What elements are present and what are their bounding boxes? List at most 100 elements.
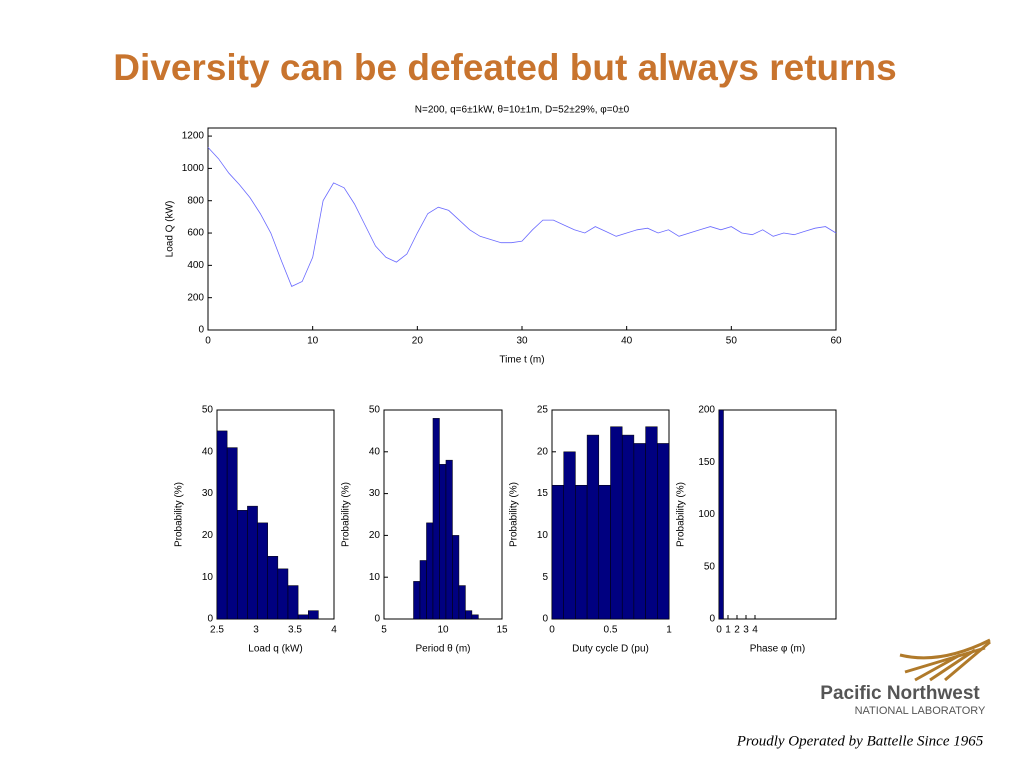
hist-bar — [267, 556, 279, 620]
y-tick-label: 0 — [709, 614, 715, 625]
x-tick-label: 2.5 — [210, 625, 224, 636]
x-tick-label: 30 — [516, 336, 528, 347]
y-axis-label: Load Q (kW) — [165, 201, 176, 258]
hist-bar — [610, 426, 623, 620]
x-tick-label: 0 — [205, 336, 211, 347]
hist-bar — [308, 610, 319, 620]
x-tick-label: 40 — [621, 336, 633, 347]
y-tick-label: 0 — [207, 614, 213, 625]
hist-bar — [237, 510, 248, 620]
x-tick-label: 5 — [381, 625, 387, 636]
y-tick-label: 20 — [202, 530, 214, 541]
hist-bar — [598, 484, 611, 620]
hist-bar — [247, 505, 258, 620]
y-tick-label: 50 — [369, 405, 381, 416]
x-tick-label: 0 — [549, 625, 555, 636]
y-tick-label: 400 — [187, 260, 204, 271]
hist-bar — [657, 443, 670, 620]
plot-area — [718, 409, 837, 620]
y-tick-label: 0 — [374, 614, 380, 625]
y-tick-label: 10 — [202, 572, 214, 583]
x-axis-label: Duty cycle D (pu) — [572, 644, 649, 655]
y-tick-label: 20 — [369, 530, 381, 541]
hist-bar — [257, 522, 268, 620]
hist-bar — [445, 459, 453, 620]
y-axis-label: Probability (%) — [676, 482, 687, 547]
hist-bar — [575, 484, 588, 620]
load-line — [207, 147, 837, 287]
x-tick-label: 2 — [734, 625, 740, 636]
hist-bar — [621, 434, 635, 620]
x-tick-label: 4 — [752, 625, 758, 636]
hist-bar — [645, 426, 658, 620]
hist-bar — [633, 443, 646, 620]
hist-bar — [226, 447, 238, 620]
x-axis-label: Period θ (m) — [415, 644, 470, 655]
y-tick-label: 30 — [202, 488, 214, 499]
y-tick-label: 200 — [698, 405, 715, 416]
x-tick-label: 10 — [437, 625, 449, 636]
y-tick-label: 50 — [704, 561, 716, 572]
hist-bar — [458, 585, 466, 620]
hist-bar — [439, 464, 447, 620]
y-tick-label: 50 — [202, 405, 214, 416]
y-tick-label: 10 — [369, 572, 381, 583]
y-tick-label: 25 — [537, 405, 549, 416]
x-tick-label: 60 — [830, 336, 842, 347]
hist-bar — [471, 614, 479, 620]
hist-bar — [426, 522, 434, 620]
x-tick-label: 20 — [412, 336, 424, 347]
y-tick-label: 30 — [369, 488, 381, 499]
hist-bar — [551, 484, 564, 620]
y-tick-label: 200 — [187, 292, 204, 303]
y-tick-label: 40 — [202, 446, 214, 457]
hist-bar — [452, 535, 460, 620]
x-tick-label: 1 — [666, 625, 672, 636]
logo-tagline: Proudly Operated by Battelle Since 1965 — [736, 733, 984, 749]
hist-bar — [216, 430, 228, 620]
y-tick-label: 5 — [542, 572, 548, 583]
y-tick-label: 40 — [369, 446, 381, 457]
x-tick-label: 4 — [331, 625, 337, 636]
y-axis-label: Probability (%) — [174, 482, 185, 547]
y-tick-label: 20 — [537, 446, 549, 457]
y-tick-label: 1000 — [182, 163, 205, 174]
logo-mark — [899, 638, 991, 682]
hist-bar — [413, 581, 421, 620]
hist-bar — [419, 560, 427, 620]
x-tick-label: 3.5 — [288, 625, 302, 636]
plot-area — [207, 127, 837, 331]
y-tick-label: 0 — [198, 325, 204, 336]
x-axis-label: Load q (kW) — [248, 644, 302, 655]
y-axis-label: Probability (%) — [509, 482, 520, 547]
x-tick-label: 3 — [253, 625, 259, 636]
y-tick-label: 600 — [187, 228, 204, 239]
hist-bar — [432, 418, 440, 620]
y-tick-label: 0 — [542, 614, 548, 625]
y-tick-label: 10 — [537, 530, 549, 541]
y-tick-label: 800 — [187, 195, 204, 206]
y-tick-label: 15 — [537, 488, 549, 499]
hist-bar — [297, 614, 309, 620]
hist-bar — [718, 409, 724, 620]
slide-title: Diversity can be defeated but always ret… — [113, 47, 896, 88]
x-axis-label: Phase φ (m) — [750, 644, 805, 655]
x-tick-label: 1 — [725, 625, 731, 636]
hist-bar — [465, 610, 473, 620]
x-tick-label: 0.5 — [604, 625, 618, 636]
y-tick-label: 100 — [698, 509, 715, 520]
logo-name: Pacific Northwest — [820, 683, 980, 704]
logo-sub: NATIONAL LABORATORY — [855, 705, 986, 717]
y-tick-label: 1200 — [182, 131, 205, 142]
x-tick-label: 3 — [743, 625, 749, 636]
y-axis-label: Probability (%) — [341, 482, 352, 547]
x-axis-label: Time t (m) — [499, 355, 544, 366]
hist-bar — [277, 568, 289, 620]
x-tick-label: 15 — [496, 625, 508, 636]
hist-bar — [563, 451, 576, 620]
x-tick-label: 0 — [716, 625, 722, 636]
chart-title: N=200, q=6±1kW, θ=10±1m, D=52±29%, φ=0±0 — [415, 105, 630, 116]
y-tick-label: 150 — [698, 457, 715, 468]
hist-bar — [287, 585, 299, 620]
